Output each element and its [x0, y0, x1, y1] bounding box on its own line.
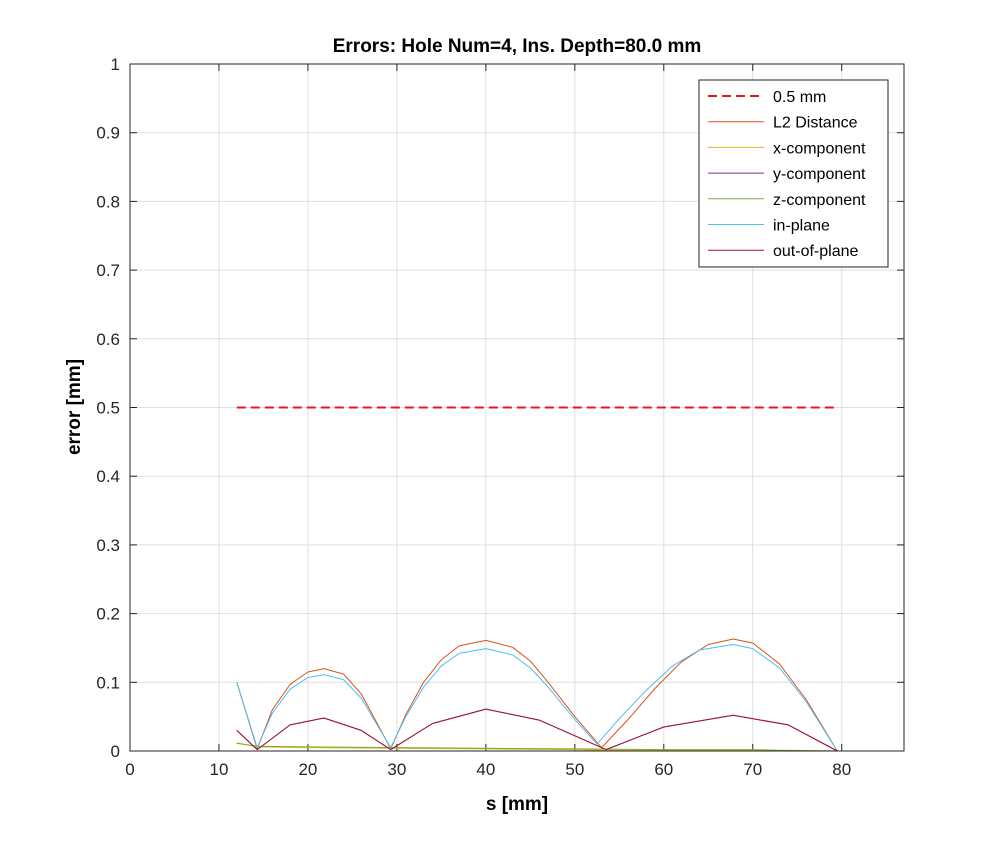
- x-tick-label: 70: [743, 760, 762, 779]
- x-tick-label: 10: [210, 760, 229, 779]
- x-axis-label: s [mm]: [486, 794, 548, 815]
- y-tick-label: 0.6: [96, 330, 120, 349]
- y-tick-label: 0.2: [96, 605, 120, 624]
- y-tick-label: 0.9: [96, 124, 120, 143]
- legend: 0.5 mm L2 Distance x-component y-component z…: [698, 79, 889, 268]
- legend-label-y-component: y-component: [773, 166, 866, 183]
- series-line-z-component: [236, 742, 838, 752]
- y-axis-label: error [mm]: [64, 359, 85, 455]
- plot-frame: [129, 63, 905, 752]
- y-tick-label: 0.7: [96, 261, 120, 280]
- x-tick-label: 0: [125, 760, 134, 779]
- chart-title: Errors: Hole Num=4, Ins. Depth=80.0 mm: [333, 36, 702, 57]
- y-tick-label: 0: [111, 742, 120, 761]
- legend-label-in-plane: in-plane: [773, 218, 830, 235]
- y-tick-label: 0.4: [96, 467, 120, 486]
- y-tick-label: 1: [111, 55, 120, 74]
- x-tick-label: 30: [387, 760, 406, 779]
- x-axis-ticks: 0 10 20 30 40 50 60 70 80: [125, 64, 851, 779]
- y-tick-label: 0.3: [96, 536, 120, 555]
- legend-label-0-5-mm: 0.5 mm: [773, 89, 826, 106]
- legend-label-out-of-plane: out-of-plane: [773, 243, 858, 260]
- series-line-in-plane: [236, 644, 838, 752]
- legend-label-z-component: z-component: [773, 192, 866, 209]
- legend-label-x-component: x-component: [773, 140, 866, 157]
- x-tick-label: 40: [476, 760, 495, 779]
- legend-label-l2-distance: L2 Distance: [773, 115, 858, 132]
- x-tick-label: 50: [565, 760, 584, 779]
- y-tick-label: 0.5: [96, 399, 120, 418]
- x-tick-label: 80: [832, 760, 851, 779]
- y-tick-label: 0.8: [96, 192, 120, 211]
- y-axis-ticks: 0 0.1 0.2 0.3 0.4 0.5 0.6 0.7 0.8 0.9 1: [96, 55, 904, 761]
- series-line-l2-distance: [236, 638, 838, 752]
- series-line-out-of-plane: [236, 708, 838, 752]
- series-line-x-component: [236, 742, 838, 752]
- x-tick-label: 20: [298, 760, 317, 779]
- series-layer: [236, 406, 838, 752]
- y-tick-label: 0.1: [96, 673, 120, 692]
- x-tick-label: 60: [654, 760, 673, 779]
